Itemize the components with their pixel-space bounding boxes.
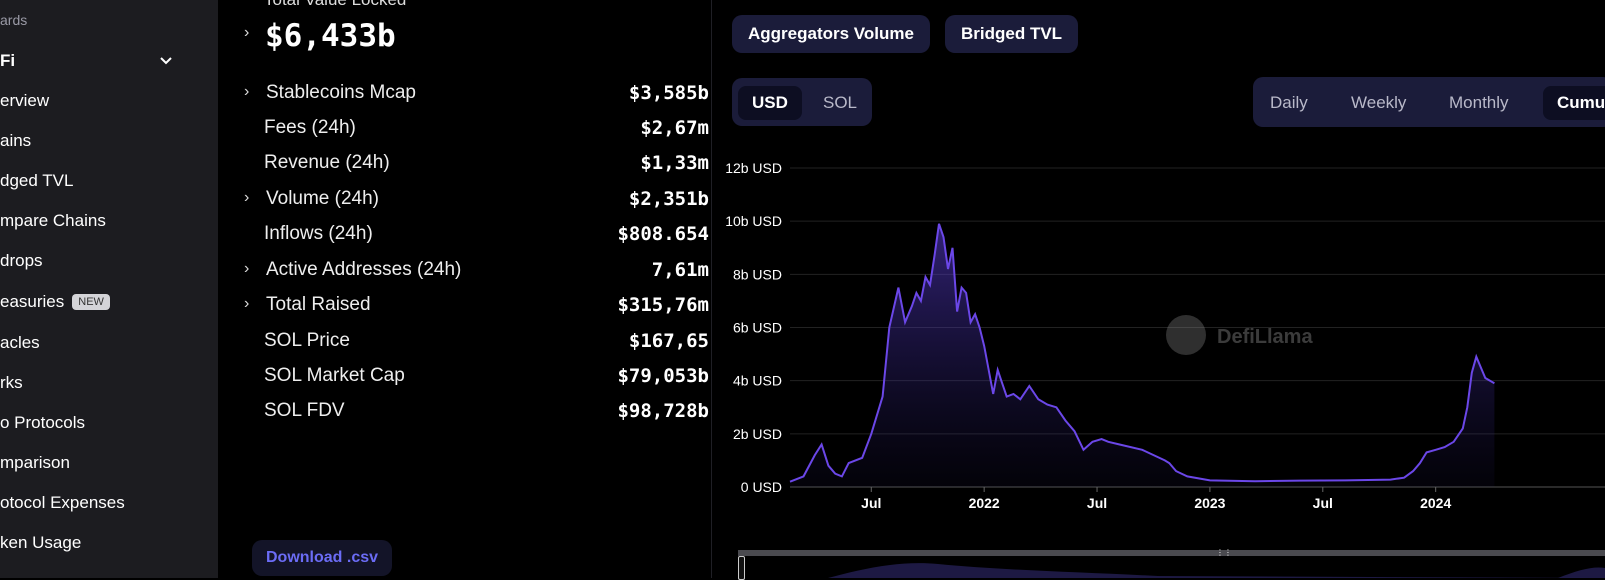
metric-row-sol-fdv: SOL FDV $98,728b [264, 400, 709, 424]
period-monthly[interactable]: Monthly [1449, 93, 1509, 112]
sidebar-item-forks[interactable]: rks [0, 373, 23, 392]
metric-row-volume[interactable]: Volume (24h) $2,351b [264, 188, 709, 212]
sidebar-item-overview[interactable]: erview [0, 91, 50, 110]
tvl-label: Total Value Locked [264, 0, 406, 10]
currency-selector: USD SOL [732, 78, 872, 126]
metric-label: Active Addresses (24h) [266, 259, 462, 280]
metric-value: 7,61m [651, 259, 709, 281]
x-tick-label: 2023 [1194, 495, 1225, 511]
y-tick-label: 6b USD [733, 320, 782, 336]
defillama-watermark: DefiLlama [1166, 315, 1313, 355]
metric-value: $3,585b [628, 82, 709, 104]
x-tick-label: Jul [1313, 495, 1333, 511]
sidebar-item-chains[interactable]: ains [0, 131, 32, 150]
expand-caret-icon[interactable]: › [244, 189, 250, 206]
metric-label: Fees (24h) [264, 117, 356, 138]
expand-caret-icon[interactable]: › [244, 260, 250, 277]
y-tick-label: 12b USD [725, 160, 782, 176]
metrics-panel: Total Value Locked › $6,433b › Stablecoi… [236, 0, 711, 578]
metric-label: Total Raised [266, 294, 371, 315]
metric-value: $315,76m [617, 294, 709, 316]
sidebar-item-airdrops[interactable]: drops [0, 251, 43, 270]
aggregators-volume-toggle[interactable]: Aggregators Volume [732, 15, 930, 53]
sidebar-item-comparison[interactable]: mparison [0, 453, 70, 472]
series-line [789, 223, 1495, 483]
metric-label: Revenue (24h) [264, 152, 390, 173]
panel-divider [711, 0, 712, 578]
sidebar-item-treasuries[interactable]: easuries NEW [0, 292, 110, 312]
sidebar-item-compare-chains[interactable]: mpare Chains [0, 211, 106, 230]
period-daily[interactable]: Daily [1270, 93, 1308, 112]
sidebar: ards Fi erview ains dged TVL mpare Chain… [0, 0, 218, 578]
tvl-value: $6,433b [265, 18, 396, 54]
period-selector: Daily Weekly Monthly Cumu [1253, 77, 1605, 127]
bridged-tvl-toggle[interactable]: Bridged TVL [945, 15, 1079, 53]
metric-label: SOL FDV [264, 400, 345, 421]
y-tick-label: 0 USD [741, 479, 782, 495]
sidebar-item-bridged-tvl[interactable]: dged TVL [0, 171, 74, 190]
sidebar-item-oracles[interactable]: acles [0, 333, 40, 352]
x-tick-label: 2022 [969, 495, 1000, 511]
metric-label: SOL Price [264, 330, 350, 351]
metric-label: Stablecoins Mcap [266, 82, 416, 103]
metric-value: $79,053b [617, 365, 709, 387]
metric-value: $1,33m [640, 152, 709, 174]
metric-value: $808.654 [617, 223, 709, 245]
sidebar-group-label: Fi [0, 51, 16, 70]
sidebar-item-label: easuries [0, 292, 65, 311]
y-tick-label: 8b USD [733, 266, 782, 282]
metric-row-inflows: Inflows (24h) $808.654 [264, 223, 709, 247]
metric-label: SOL Market Cap [264, 365, 405, 386]
metric-value: $98,728b [617, 400, 709, 422]
metric-value: $2,351b [628, 188, 709, 210]
metric-label: Inflows (24h) [264, 223, 373, 244]
metric-row-stablecoins[interactable]: Stablecoins Mcap $3,585b [264, 82, 709, 106]
sidebar-section-label: ards [0, 12, 28, 28]
y-tick-label: 4b USD [733, 373, 782, 389]
currency-sol[interactable]: SOL [823, 93, 858, 112]
sidebar-item-token-usage[interactable]: ken Usage [0, 533, 82, 552]
scrubber-bar[interactable] [738, 550, 1605, 556]
metric-row-revenue: Revenue (24h) $1,33m [264, 152, 709, 176]
scrubber-grip-icon[interactable]: ⋮⋮ [1216, 548, 1232, 557]
y-tick-label: 2b USD [733, 426, 782, 442]
expand-caret-icon[interactable]: › [244, 83, 250, 100]
metric-row-active-addresses[interactable]: Active Addresses (24h) 7,61m [264, 259, 709, 283]
sidebar-item-top-protocols[interactable]: o Protocols [0, 413, 86, 432]
sidebar-item-protocol-expenses[interactable]: otocol Expenses [0, 493, 125, 512]
scrubber-mini-chart [828, 563, 1605, 578]
metric-value: $167,65 [628, 330, 709, 352]
x-tick-label: Jul [861, 495, 881, 511]
metric-row-total-raised[interactable]: Total Raised $315,76m [264, 294, 709, 318]
download-csv-button[interactable]: Download .csv [252, 540, 393, 576]
new-badge: NEW [72, 294, 110, 310]
currency-usd[interactable]: USD [738, 86, 802, 120]
sidebar-group-defi[interactable]: Fi [0, 51, 175, 71]
expand-caret-icon[interactable]: › [244, 24, 250, 41]
timeline-scrubber[interactable]: ⋮⋮ [738, 544, 1605, 580]
x-tick-label: Jul [1087, 495, 1107, 511]
watermark-text: DefiLlama [1217, 326, 1313, 348]
x-tick-label: 2024 [1420, 495, 1451, 511]
period-cumulative[interactable]: Cumu [1543, 86, 1605, 120]
period-weekly[interactable]: Weekly [1351, 93, 1407, 112]
chevron-down-icon[interactable] [157, 51, 175, 69]
metric-value: $2,67m [640, 117, 709, 139]
metric-row-fees: Fees (24h) $2,67m [264, 117, 709, 141]
metric-label: Volume (24h) [266, 188, 380, 209]
y-tick-label: 10b USD [725, 213, 782, 229]
series-area [790, 223, 1495, 488]
tvl-area-chart[interactable]: 0 USD 2b USD 4b USD 6b USD 8b USD 10b USD 12b … [720, 150, 1605, 520]
metric-row-sol-market-cap: SOL Market Cap $79,053b [264, 365, 709, 389]
metric-row-sol-price: SOL Price $167,65 [264, 330, 709, 354]
expand-caret-icon[interactable]: › [244, 295, 250, 312]
